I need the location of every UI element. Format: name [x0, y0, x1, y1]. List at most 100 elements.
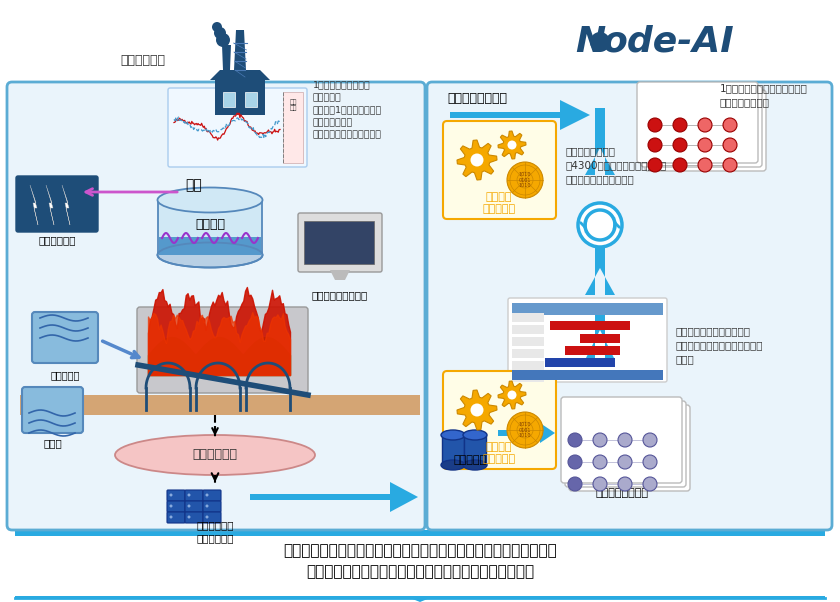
Text: 1010
0101
1010: 1010 0101 1010 — [519, 172, 531, 188]
Text: ネットワーク: ネットワーク — [192, 448, 238, 462]
FancyBboxPatch shape — [137, 307, 308, 393]
Ellipse shape — [158, 243, 263, 267]
Circle shape — [723, 118, 737, 132]
FancyBboxPatch shape — [16, 176, 98, 232]
Circle shape — [568, 433, 582, 447]
FancyBboxPatch shape — [203, 501, 221, 512]
FancyBboxPatch shape — [443, 121, 556, 219]
FancyBboxPatch shape — [304, 221, 374, 264]
Circle shape — [648, 158, 662, 172]
FancyBboxPatch shape — [427, 82, 832, 530]
Circle shape — [590, 32, 610, 52]
Polygon shape — [215, 80, 265, 115]
Circle shape — [170, 504, 172, 507]
Polygon shape — [498, 131, 526, 159]
Circle shape — [568, 455, 582, 469]
Circle shape — [648, 138, 662, 152]
Circle shape — [507, 412, 543, 448]
FancyBboxPatch shape — [512, 325, 544, 334]
Text: 1分先のごみ焼却状況に関する
予測モデルを生成: 1分先のごみ焼却状況に関する 予測モデルを生成 — [720, 83, 808, 107]
Text: 給じん装置: 給じん装置 — [50, 370, 80, 380]
FancyBboxPatch shape — [569, 405, 690, 491]
FancyBboxPatch shape — [550, 321, 630, 330]
Circle shape — [698, 118, 712, 132]
FancyBboxPatch shape — [22, 387, 83, 433]
Text: 蒸気: 蒸気 — [185, 178, 202, 192]
FancyBboxPatch shape — [545, 358, 615, 367]
FancyBboxPatch shape — [512, 349, 544, 358]
Polygon shape — [450, 100, 590, 130]
FancyBboxPatch shape — [203, 490, 221, 501]
FancyBboxPatch shape — [561, 397, 682, 483]
Polygon shape — [330, 270, 350, 280]
Circle shape — [723, 158, 737, 172]
Text: 1010
0101
1010: 1010 0101 1010 — [519, 421, 531, 438]
FancyBboxPatch shape — [185, 501, 203, 512]
Ellipse shape — [463, 430, 487, 440]
Text: ディープ
ラーニング: ディープ ラーニング — [482, 442, 516, 464]
Text: 蒸気量に関係する
絰4300のパラメーターを分析、
重要なデータを絞り込み: 蒸気量に関係する 絰4300のパラメーターを分析、 重要なデータを絞り込み — [565, 146, 666, 184]
Ellipse shape — [115, 435, 315, 475]
Circle shape — [507, 140, 517, 149]
FancyBboxPatch shape — [7, 82, 425, 530]
Polygon shape — [585, 248, 615, 295]
Circle shape — [698, 158, 712, 172]
Polygon shape — [585, 108, 615, 175]
Circle shape — [673, 158, 687, 172]
Circle shape — [578, 203, 622, 247]
FancyBboxPatch shape — [565, 401, 686, 487]
Circle shape — [643, 477, 657, 491]
FancyBboxPatch shape — [508, 298, 667, 382]
Circle shape — [618, 433, 632, 447]
Ellipse shape — [463, 460, 487, 470]
Text: 予測モデルを生成: 予測モデルを生成 — [596, 488, 648, 498]
Circle shape — [214, 27, 226, 39]
FancyBboxPatch shape — [283, 92, 303, 163]
Text: ごみ焼却施設: ごみ焼却施設 — [120, 54, 165, 66]
FancyBboxPatch shape — [203, 512, 221, 523]
FancyBboxPatch shape — [442, 435, 464, 465]
Polygon shape — [585, 310, 615, 360]
Text: 時系列アトリビューション
解析技術によりごみ焼却工程を
可視化: 時系列アトリビューション 解析技術によりごみ焼却工程を 可視化 — [675, 326, 763, 364]
Circle shape — [170, 494, 172, 497]
FancyBboxPatch shape — [185, 512, 203, 523]
Circle shape — [507, 162, 543, 198]
FancyBboxPatch shape — [512, 373, 544, 382]
Circle shape — [723, 138, 737, 152]
Polygon shape — [30, 185, 38, 225]
Circle shape — [618, 477, 632, 491]
Text: N: N — [575, 25, 606, 59]
Polygon shape — [62, 185, 70, 225]
Circle shape — [206, 504, 208, 507]
Polygon shape — [20, 395, 420, 415]
FancyBboxPatch shape — [565, 346, 620, 355]
FancyBboxPatch shape — [298, 213, 382, 272]
Text: ode-AI: ode-AI — [603, 25, 735, 59]
Text: ディープ
ラーニング: ディープ ラーニング — [482, 192, 516, 214]
Circle shape — [593, 477, 607, 491]
FancyBboxPatch shape — [512, 361, 544, 370]
Text: 予測システムを構築: 予測システムを構築 — [312, 290, 368, 300]
Polygon shape — [210, 70, 270, 80]
Circle shape — [593, 433, 607, 447]
Circle shape — [187, 515, 191, 518]
Circle shape — [698, 138, 712, 152]
Ellipse shape — [158, 187, 263, 213]
FancyBboxPatch shape — [185, 490, 203, 501]
FancyBboxPatch shape — [167, 501, 185, 512]
Circle shape — [643, 455, 657, 469]
Circle shape — [187, 494, 191, 497]
Ellipse shape — [441, 430, 465, 440]
Text: ごみ焼却状況
データを管理: ごみ焼却状況 データを管理 — [197, 520, 234, 543]
Circle shape — [216, 33, 230, 47]
Circle shape — [593, 455, 607, 469]
Polygon shape — [222, 45, 231, 70]
Polygon shape — [457, 390, 497, 430]
Text: 蒸気量を制御することで、廃棄物発電の安定化を目指す: 蒸気量を制御することで、廃棄物発電の安定化を目指す — [306, 565, 534, 580]
FancyBboxPatch shape — [512, 303, 663, 315]
FancyBboxPatch shape — [645, 90, 766, 171]
Text: データ蓄積: データ蓄積 — [454, 455, 486, 465]
Text: ボイラー: ボイラー — [195, 219, 225, 232]
FancyBboxPatch shape — [464, 435, 486, 465]
FancyBboxPatch shape — [245, 92, 257, 107]
